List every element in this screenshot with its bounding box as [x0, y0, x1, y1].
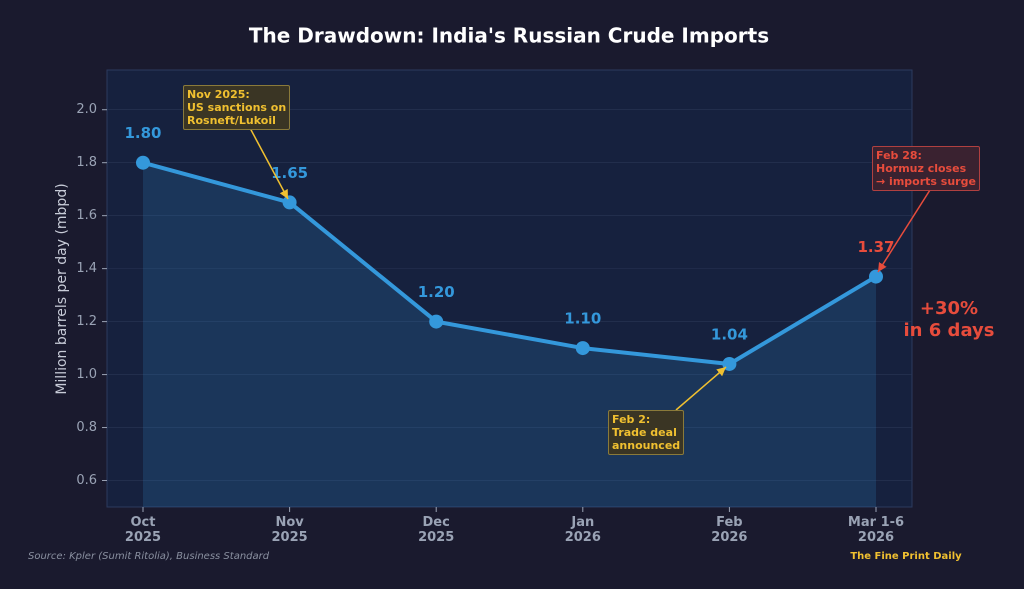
x-tick-label: Mar 1-6 2026 [847, 515, 905, 545]
point [575, 341, 590, 356]
value-label: 1.10 [564, 310, 601, 328]
value-label: 1.80 [124, 124, 161, 142]
value-label: 1.04 [711, 325, 748, 343]
y-tick-label: 1.2 [76, 314, 97, 329]
plot-area [106, 69, 913, 508]
point [282, 195, 297, 210]
arrow [877, 189, 931, 273]
change-callout: +30% in 6 days [903, 298, 995, 341]
y-tick-label: 0.8 [76, 420, 97, 435]
value-label: 1.65 [271, 164, 308, 182]
x-tick-label: Jan 2026 [564, 515, 601, 545]
x-tick-label: Feb 2026 [711, 515, 748, 545]
x-tick-label: Dec 2025 [418, 515, 455, 545]
arrow [675, 366, 727, 411]
chart-title: The Drawdown: India's Russian Crude Impo… [249, 24, 769, 48]
annotation: Feb 2: Trade deal announced [608, 410, 685, 455]
source: Source: Kpler (Sumit Ritolia), Business … [28, 551, 270, 562]
x-tick-label: Oct 2025 [124, 515, 162, 545]
point [136, 155, 150, 170]
y-tick-label: 1.6 [76, 208, 97, 223]
value-label: 1.20 [418, 283, 455, 301]
x-tick-label: Nov 2025 [271, 515, 308, 545]
line [142, 160, 878, 366]
annotation: Feb 28: Hormuz closes → imports surge [872, 146, 980, 191]
annotation: Nov 2025: US sanctions on Rosneft/Lukoil [183, 85, 291, 130]
y-tick-label: 1.4 [76, 261, 97, 276]
point [429, 314, 444, 329]
y-tick-label: 1.0 [76, 367, 97, 382]
brand: The Fine Print Daily [850, 551, 962, 562]
point [869, 269, 883, 284]
arrow [249, 127, 289, 200]
y-axis-label: Million barrels per day (mbpd) [54, 183, 70, 394]
value-label: 1.37 [857, 238, 894, 256]
y-tick-label: 1.8 [76, 155, 97, 170]
y-tick-label: 0.6 [76, 473, 97, 488]
y-tick-label: 2.0 [76, 102, 97, 117]
